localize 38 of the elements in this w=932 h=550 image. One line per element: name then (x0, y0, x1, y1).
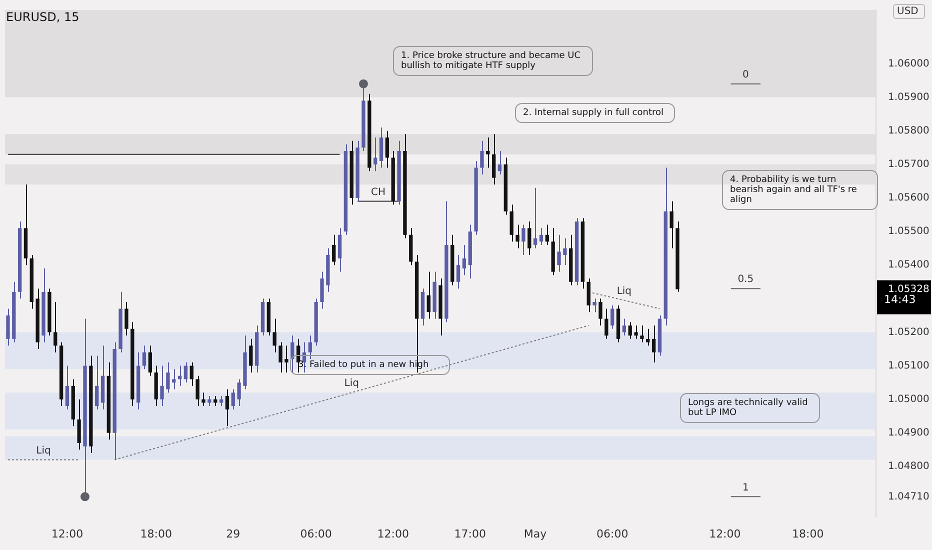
text: USD (893, 4, 925, 19)
y-tick-label: 1.05328 (888, 284, 930, 295)
x-tick-label: 18:00 (792, 527, 824, 540)
y-tick-label: 1.05000 (888, 394, 930, 405)
annotation: Longs are technically valid but LP IMO (680, 393, 820, 423)
annotation: 4. Probability is we turn bearish again and all TF's re align (722, 170, 878, 210)
series-label: CH (371, 186, 386, 198)
y-tick-label: 1.05200 (888, 326, 930, 338)
y-tick-label: 1.04800 (888, 461, 930, 472)
series-label: Liq (344, 378, 359, 390)
y-tick-label: 1.06000 (888, 58, 930, 70)
series-label: 0.5 (738, 274, 754, 286)
x-tick-label: 12:00 (377, 527, 409, 540)
series-label: Liq (616, 286, 632, 297)
x-tick-label: 17:00 (454, 527, 486, 540)
x-tick-label: 06:00 (596, 527, 628, 540)
y-tick-label: 1.04710 (888, 491, 930, 502)
y-tick-label: 1.05800 (888, 125, 930, 136)
x-tick-label: 06:00 (300, 527, 332, 540)
y-tick-label: 1.05400 (888, 260, 930, 271)
x-tick-label: May (524, 527, 548, 540)
text: 14:43 (883, 293, 917, 306)
series-label: 0 (742, 69, 749, 80)
y-tick-label: 1.05900 (888, 92, 930, 103)
x-tick-label: 12:00 (51, 527, 84, 540)
y-tick-label: 1.05100 (888, 360, 930, 372)
y-tick-label: 1.05600 (888, 192, 930, 204)
x-tick-label: 18:00 (140, 527, 172, 540)
series-label: 1 (742, 482, 749, 494)
annotation: 1. Price broke structure and became UC bullish to mitigate HTF supply (393, 46, 593, 76)
y-tick-label: 1.05500 (888, 226, 930, 238)
y-tick-label: 1.04900 (888, 427, 930, 438)
y-tick-label: 1.05700 (888, 158, 930, 170)
x-tick-label: 29 (226, 527, 240, 540)
annotation: 2. Internal supply in full control (515, 103, 675, 123)
series-label: Liq (36, 445, 51, 456)
chart-title: EURUSD, 15 (6, 10, 80, 24)
x-tick-label: 12:00 (709, 527, 741, 540)
